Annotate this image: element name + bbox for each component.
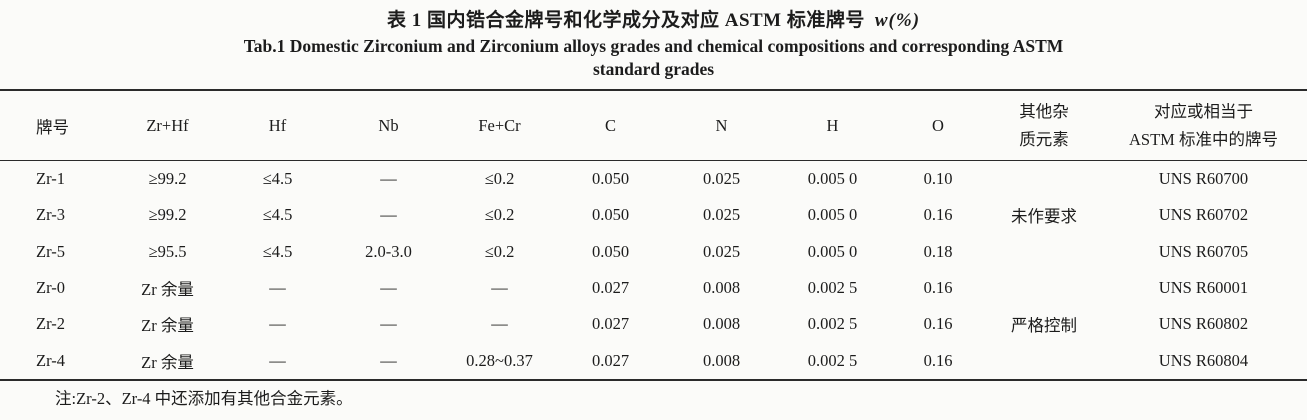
column-header-other-impurities-line1: 其他杂 bbox=[1019, 101, 1069, 121]
cell-nb: — bbox=[380, 278, 397, 298]
cell-o: 0.16 bbox=[923, 350, 953, 370]
column-header-astm-grade-line2: ASTM 标准中的牌号 bbox=[1129, 129, 1278, 149]
column-header-o: O bbox=[888, 90, 988, 161]
cell-o: 0.16 bbox=[923, 314, 953, 334]
cell-hf: — bbox=[269, 314, 286, 334]
cell-astm: UNS R60802 bbox=[1158, 314, 1249, 334]
cell-n: 0.008 bbox=[702, 278, 741, 298]
column-header-nb: Nb bbox=[333, 90, 444, 161]
cell-grade: Zr-0 bbox=[36, 278, 65, 298]
cell-h: 0.005 0 bbox=[807, 205, 858, 225]
header-row: 牌号 Zr+Hf Hf Nb Fe+Cr C N H O 其他杂 质元素 对应或… bbox=[0, 90, 1307, 161]
cell-nb: — bbox=[380, 205, 397, 225]
column-header-other-impurities-line2: 质元素 bbox=[1019, 129, 1069, 149]
cell-zr-hf: ≥99.2 bbox=[148, 169, 187, 189]
cell-grade: Zr-1 bbox=[36, 169, 65, 189]
cell-zr-hf: ≥99.2 bbox=[148, 205, 187, 225]
table-title-zh: 表 1 国内锆合金牌号和化学成分及对应 ASTM 标准牌号 w(%) bbox=[0, 7, 1307, 34]
composition-table: 牌号 Zr+Hf Hf Nb Fe+Cr C N H O 其他杂 质元素 对应或… bbox=[0, 89, 1307, 381]
cell-astm: UNS R60702 bbox=[1158, 205, 1249, 225]
cell-astm: UNS R60700 bbox=[1158, 169, 1249, 189]
column-header-grade: 牌号 bbox=[0, 90, 113, 161]
table-title-en-line2: standard grades bbox=[592, 59, 715, 79]
column-header-astm-grade-line1: 对应或相当于 bbox=[1154, 101, 1253, 121]
column-header-zr-hf: Zr+Hf bbox=[113, 90, 222, 161]
table-row: Zr-0 Zr 余量 — — — 0.027 0.008 0.002 5 0.1… bbox=[0, 270, 1307, 335]
cell-grade: Zr-2 bbox=[36, 314, 65, 334]
cell-zr-hf: Zr 余量 bbox=[141, 352, 194, 372]
table-title-zh-text: 表 1 国内锆合金牌号和化学成分及对应 ASTM 标准牌号 bbox=[386, 10, 865, 31]
cell-c: 0.050 bbox=[591, 169, 630, 189]
cell-hf: — bbox=[269, 278, 286, 298]
cell-nb: — bbox=[380, 314, 397, 334]
table-row: Zr-5 ≥95.5 ≤4.5 2.0-3.0 ≤0.2 0.050 0.025… bbox=[0, 234, 1307, 270]
cell-o: 0.16 bbox=[923, 205, 953, 225]
cell-hf: ≤4.5 bbox=[262, 205, 293, 225]
cell-hf: — bbox=[269, 350, 286, 370]
table-row: Zr-2 Zr 余量 — — — 0.027 0.008 0.002 5 0.1… bbox=[0, 306, 1307, 342]
cell-c: 0.027 bbox=[591, 350, 630, 370]
cell-fe-cr: — bbox=[491, 278, 508, 298]
cell-fe-cr: ≤0.2 bbox=[484, 169, 515, 189]
cell-h: 0.005 0 bbox=[807, 169, 858, 189]
cell-fe-cr: 0.28~0.37 bbox=[466, 350, 533, 370]
cell-nb: — bbox=[380, 350, 397, 370]
cell-zr-hf: Zr 余量 bbox=[141, 316, 194, 336]
cell-impurity-group-not-required: 未作要求 bbox=[1011, 207, 1077, 227]
table-row: Zr-3 ≥99.2 ≤4.5 — ≤0.2 0.050 0.025 0.005… bbox=[0, 197, 1307, 233]
cell-astm: UNS R60804 bbox=[1158, 350, 1249, 370]
cell-h: 0.005 0 bbox=[807, 241, 858, 261]
cell-n: 0.025 bbox=[702, 241, 741, 261]
cell-h: 0.002 5 bbox=[807, 314, 858, 334]
column-header-hf: Hf bbox=[222, 90, 333, 161]
cell-c: 0.027 bbox=[591, 278, 630, 298]
cell-fe-cr: ≤0.2 bbox=[484, 241, 515, 261]
cell-zr-hf: ≥95.5 bbox=[148, 241, 187, 261]
cell-c: 0.050 bbox=[591, 205, 630, 225]
cell-nb: 2.0-3.0 bbox=[365, 241, 412, 261]
cell-hf: ≤4.5 bbox=[262, 241, 293, 261]
table-title-en-line1: Tab.1 Domestic Zirconium and Zirconium a… bbox=[243, 36, 1064, 56]
column-header-fe-cr: Fe+Cr bbox=[444, 90, 555, 161]
cell-zr-hf: Zr 余量 bbox=[141, 280, 194, 300]
cell-n: 0.008 bbox=[702, 350, 741, 370]
column-header-c: C bbox=[555, 90, 666, 161]
cell-o: 0.18 bbox=[923, 241, 953, 261]
cell-fe-cr: — bbox=[491, 314, 508, 334]
cell-c: 0.050 bbox=[591, 241, 630, 261]
cell-fe-cr: ≤0.2 bbox=[484, 205, 515, 225]
cell-h: 0.002 5 bbox=[807, 350, 858, 370]
cell-astm: UNS R60705 bbox=[1158, 241, 1249, 261]
cell-grade: Zr-3 bbox=[36, 205, 65, 225]
cell-hf: ≤4.5 bbox=[262, 169, 293, 189]
table-footnote: 注:Zr-2、Zr-4 中还添加有其他合金元素。 bbox=[55, 388, 353, 408]
table-row: Zr-1 ≥99.2 ≤4.5 — ≤0.2 0.050 0.025 0.005… bbox=[0, 161, 1307, 226]
cell-grade: Zr-4 bbox=[36, 350, 65, 370]
cell-nb: — bbox=[380, 169, 397, 189]
cell-astm: UNS R60001 bbox=[1158, 278, 1249, 298]
table-row: Zr-4 Zr 余量 — — 0.28~0.37 0.027 0.008 0.0… bbox=[0, 342, 1307, 379]
column-header-n: N bbox=[666, 90, 777, 161]
table-title-unit: w(%) bbox=[874, 10, 921, 31]
cell-c: 0.027 bbox=[591, 314, 630, 334]
cell-n: 0.008 bbox=[702, 314, 741, 334]
column-header-other-impurities: 其他杂 质元素 bbox=[988, 90, 1100, 161]
column-header-astm-grade: 对应或相当于 ASTM 标准中的牌号 bbox=[1100, 90, 1307, 161]
cell-o: 0.16 bbox=[923, 278, 953, 298]
cell-n: 0.025 bbox=[702, 169, 741, 189]
cell-h: 0.002 5 bbox=[807, 278, 858, 298]
cell-o: 0.10 bbox=[923, 169, 953, 189]
cell-grade: Zr-5 bbox=[36, 241, 65, 261]
column-header-h: H bbox=[777, 90, 888, 161]
cell-impurity-group-strict-control: 严格控制 bbox=[1011, 316, 1077, 336]
cell-n: 0.025 bbox=[702, 205, 741, 225]
